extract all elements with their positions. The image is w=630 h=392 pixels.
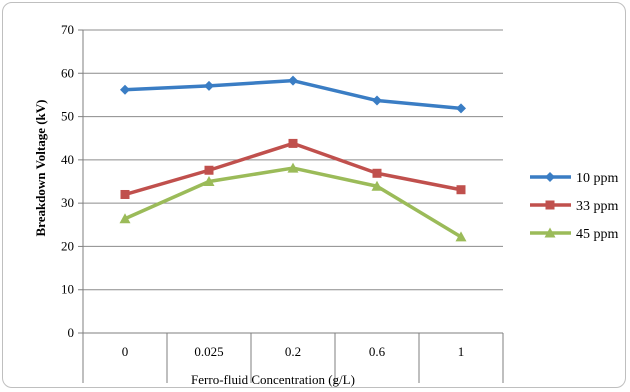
series-group — [119, 75, 467, 242]
line-chart: 0 10 20 30 40 50 60 70 0 0.025 0.2 0.6 1 Breakdown … — [33, 22, 619, 387]
point-marker — [456, 185, 466, 195]
x-tick-labels: 0 0.025 0.2 0.6 1 — [122, 344, 465, 359]
point-marker — [371, 180, 383, 191]
series-triangle — [119, 162, 467, 242]
point-marker — [120, 84, 130, 95]
gridlines — [83, 29, 503, 291]
y-tick-label: 40 — [61, 152, 74, 167]
y-tick-label: 50 — [61, 109, 74, 124]
point-marker — [203, 176, 215, 186]
y-tick-label: 60 — [61, 65, 74, 80]
point-marker — [204, 165, 214, 175]
point-marker — [372, 95, 382, 106]
y-axis-label: Breakdown Voltage (kV) — [33, 99, 48, 236]
legend-label: 10 ppm — [576, 171, 619, 186]
point-marker — [456, 103, 466, 114]
series-square — [120, 138, 466, 199]
point-marker — [288, 138, 298, 148]
y-tick-label: 70 — [61, 22, 74, 37]
point-marker — [545, 200, 555, 210]
legend-label: 33 ppm — [576, 199, 619, 214]
x-axis-label: Ferro-fluid Concentration (g/L) — [191, 372, 355, 387]
axes — [78, 29, 504, 383]
x-tick-label: 0 — [122, 344, 129, 359]
x-tick-label: 0.025 — [194, 344, 223, 359]
y-tick-label: 30 — [61, 195, 74, 210]
y-tick-label: 20 — [61, 238, 74, 253]
legend-label: 45 ppm — [576, 227, 619, 242]
point-marker — [120, 189, 130, 199]
point-marker — [287, 162, 299, 173]
point-marker — [544, 227, 556, 238]
x-tick-label: 0.6 — [369, 344, 386, 359]
legend: 10 ppm 33 ppm 45 ppm — [530, 171, 619, 242]
y-tick-labels: 0 10 20 30 40 50 60 70 — [61, 22, 74, 340]
chart-frame: 0 10 20 30 40 50 60 70 0 0.025 0.2 0.6 1 Breakdown … — [2, 2, 626, 388]
point-marker — [455, 231, 467, 242]
point-marker — [545, 172, 555, 182]
point-marker — [204, 80, 214, 91]
y-tick-label: 10 — [61, 282, 74, 297]
y-tick-label: 0 — [68, 325, 75, 340]
point-marker — [372, 168, 382, 178]
x-tick-label: 1 — [458, 344, 465, 359]
point-marker — [119, 213, 131, 224]
x-tick-label: 0.2 — [285, 344, 301, 359]
series-diamond — [120, 75, 466, 114]
point-marker — [288, 75, 298, 86]
